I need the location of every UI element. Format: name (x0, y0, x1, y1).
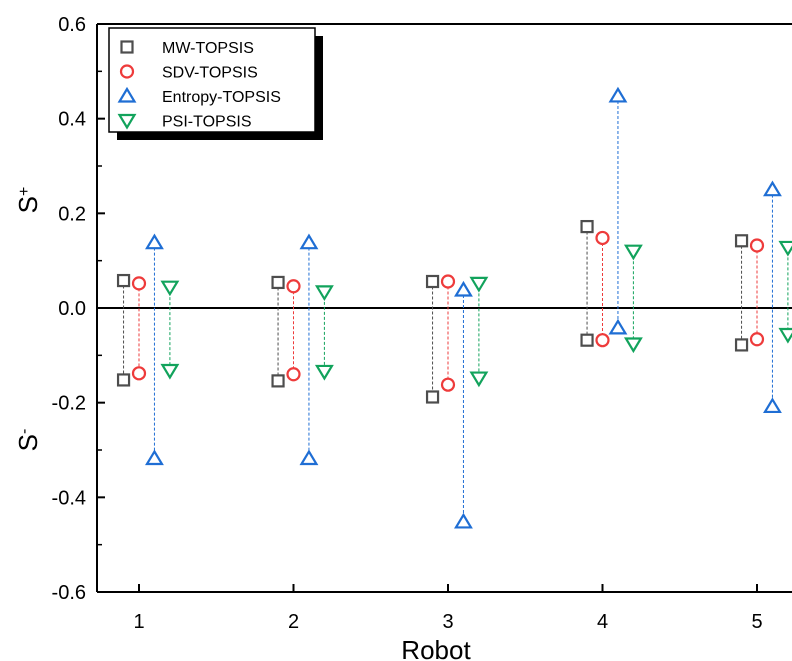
mw-topsis-s-minus-point (734, 338, 749, 352)
legend-label-entropy-topsis: Entropy-TOPSIS (162, 89, 281, 106)
mw-topsis-s-plus-point (734, 234, 749, 248)
sdv-topsis-s-minus-point (131, 366, 147, 381)
psi-topsis-s-plus-point (623, 244, 643, 261)
y-axis-title-bottom: S- (13, 429, 43, 452)
psi-topsis-s-minus-point (623, 337, 643, 354)
mw-topsis-s-plus-point (271, 275, 285, 290)
legend-label-mw-topsis: MW-TOPSIS (162, 40, 254, 57)
legend-label-psi-topsis: PSI-TOPSIS (162, 114, 252, 131)
y-axis-title-top-sup: + (16, 187, 33, 196)
y-ticks: -0.6 -0.4 -0.2 0.0 0.2 0.4 0.6 (52, 14, 105, 604)
y-axis-title-bottom-sup: - (16, 429, 33, 434)
mw-topsis-s-plus-point (116, 273, 131, 288)
entropy-topsis-s-minus-point (454, 512, 473, 529)
psi-topsis-s-minus-point (160, 363, 180, 380)
mw-topsis-s-minus-point (116, 373, 131, 387)
mw-topsis-s-plus-point (580, 219, 594, 234)
entropy-topsis-s-plus-point (299, 233, 319, 250)
mw-topsis-s-minus-point (580, 333, 594, 347)
y-tick-label: 0.6 (58, 14, 86, 36)
y-axis-title-top: S+ (13, 187, 43, 214)
psi-topsis-s-minus-point (314, 364, 334, 381)
y-axis-title-bottom-main: S (13, 434, 43, 451)
legend-marker-mw-topsis (120, 40, 134, 54)
legend-marker-entropy-topsis (117, 86, 137, 103)
psi-topsis-s-plus-point (778, 240, 792, 257)
markers (116, 86, 792, 529)
stems (123, 95, 789, 522)
sdv-topsis-s-plus-point (749, 238, 765, 253)
mw-topsis-s-plus-point (425, 274, 440, 289)
entropy-topsis-s-minus-point (299, 449, 319, 466)
entropy-topsis-s-minus-point (608, 318, 628, 335)
x-tick-label: 1 (133, 611, 144, 633)
sdv-topsis-s-plus-point (131, 276, 147, 291)
entropy-topsis-s-minus-point (763, 397, 782, 414)
x-tick-label: 2 (288, 611, 299, 633)
entropy-topsis-s-plus-point (763, 180, 782, 197)
psi-topsis-s-plus-point (314, 285, 334, 302)
legend-box (108, 27, 316, 133)
y-axis-title-top-main: S (13, 196, 43, 213)
y-tick-label: -0.2 (52, 393, 86, 415)
y-tick-label: 0.2 (58, 203, 86, 225)
legend-label-sdv-topsis: SDV-TOPSIS (162, 65, 258, 82)
mw-topsis-s-minus-point (425, 390, 440, 404)
sdv-topsis-s-plus-point (286, 279, 301, 294)
sdv-topsis-s-minus-point (749, 332, 765, 347)
mw-topsis-s-minus-point (271, 374, 285, 388)
sdv-topsis-s-plus-point (440, 274, 456, 289)
legend-marker-sdv-topsis (119, 64, 135, 79)
sdv-topsis-s-minus-point (440, 377, 456, 392)
legend-entries: MW-TOPSIS SDV-TOPSIS Entropy-TOPSIS PSI-TOP… (117, 40, 281, 131)
x-tick-label: 3 (442, 611, 453, 633)
y-tick-label: -0.6 (52, 582, 86, 604)
legend-marker-psi-topsis (117, 113, 137, 130)
y-tick-label: -0.4 (52, 487, 86, 509)
sdv-topsis-s-minus-point (595, 333, 610, 348)
sdv-topsis-s-plus-point (595, 230, 610, 246)
y-tick-label: 0.4 (58, 109, 86, 131)
x-tick-label: 5 (751, 611, 762, 633)
entropy-topsis-s-plus-point (145, 233, 164, 250)
entropy-topsis-s-plus-point (454, 280, 473, 297)
psi-topsis-s-minus-point (778, 327, 792, 344)
entropy-topsis-s-minus-point (145, 449, 164, 466)
psi-topsis-s-plus-point (160, 280, 180, 297)
legend: MW-TOPSIS SDV-TOPSIS Entropy-TOPSIS PSI-TOP… (108, 27, 323, 140)
sdv-topsis-s-minus-point (286, 367, 301, 382)
x-axis-title: Robot (401, 635, 471, 661)
x-tick-label: 4 (597, 611, 608, 633)
entropy-topsis-s-plus-point (608, 86, 628, 103)
y-tick-label: 0.0 (58, 298, 86, 320)
x-ticks: 1 2 3 4 5 (133, 584, 763, 633)
psi-topsis-s-minus-point (469, 371, 489, 388)
psi-topsis-s-plus-point (469, 276, 489, 293)
